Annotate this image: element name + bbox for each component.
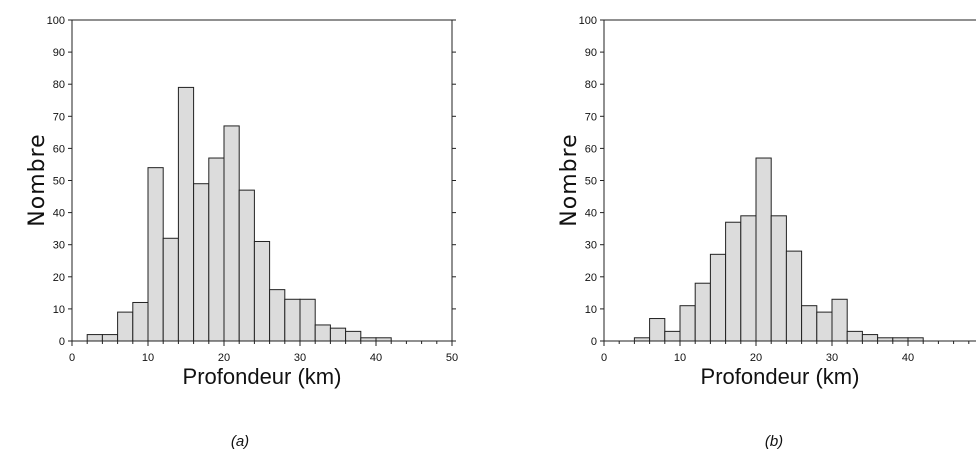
y-tick-label-b-7: 70	[585, 111, 597, 123]
y-tick-label-b-1: 10	[585, 304, 597, 316]
histogram-bar-a-16	[329, 327, 347, 342]
histogram-bar-b-15	[861, 334, 879, 342]
x-tick-label-a-1: 10	[142, 352, 154, 364]
x-tick-label-a-0: 0	[69, 352, 75, 364]
histogram-bar-b-8	[755, 157, 772, 342]
y-tick-label-a-4: 40	[53, 208, 65, 220]
histogram-bar-a-14	[299, 298, 316, 342]
histogram-bar-a-2	[117, 311, 134, 342]
caption-b: (b)	[765, 433, 783, 450]
y-tick-label-a-6: 60	[53, 143, 65, 155]
histogram-bar-b-9	[770, 215, 787, 342]
x-tick-label-b-1: 10	[674, 352, 686, 364]
y-axis-label-b: Nombre	[557, 133, 582, 226]
x-tick-label-a-2: 20	[218, 352, 230, 364]
histogram-panel-a: 0 10 20 30 40 50 60 70 80 90 100 0 10 20 30 40 50 Nombr…	[25, 15, 458, 450]
histogram-bar-b-12	[816, 311, 833, 342]
y-tick-label-b-6: 60	[585, 143, 597, 155]
y-tick-label-b-8: 80	[585, 79, 597, 91]
y-tick-label-b-4: 40	[585, 208, 597, 220]
histogram-bar-b-6	[725, 221, 742, 342]
histogram-bar-b-3	[679, 305, 696, 342]
histogram-bar-a-18	[360, 337, 377, 342]
histogram-bar-a-4	[147, 167, 164, 342]
histogram-bar-a-10	[238, 189, 255, 342]
histogram-bar-a-6	[177, 86, 195, 342]
histogram-bar-b-16	[877, 337, 894, 342]
x-tick-label-b-3: 30	[826, 352, 838, 364]
x-tick-label-a-5: 50	[446, 352, 458, 364]
y-tick-label-b-9: 90	[585, 47, 597, 59]
histogram-bar-b-7	[740, 215, 757, 342]
histogram-bar-a-15	[314, 324, 331, 342]
y-tick-label-b-3: 30	[585, 240, 597, 252]
histogram-bar-a-1	[101, 334, 119, 342]
y-tick-label-a-2: 20	[53, 272, 65, 284]
histogram-bar-b-0	[633, 337, 651, 342]
caption-a: (a)	[231, 433, 249, 450]
histogram-bar-b-5	[709, 253, 727, 342]
y-tick-label-a-7: 70	[53, 111, 65, 123]
y-tick-label-a-8: 80	[53, 79, 65, 91]
histogram-bar-b-1	[649, 318, 666, 342]
x-tick-label-b-2: 20	[750, 352, 762, 364]
y-axis-label-a: Nombre	[25, 133, 50, 226]
y-tick-label-a-9: 90	[53, 47, 65, 59]
y-tick-label-b-5: 50	[585, 176, 597, 188]
histogram-bar-a-11	[253, 240, 271, 342]
histogram-bar-a-5	[162, 237, 179, 342]
y-tick-label-b-0: 0	[591, 336, 597, 348]
y-tick-label-b-10: 100	[579, 15, 597, 27]
x-tick-label-b-4: 40	[902, 352, 914, 364]
y-tick-label-a-0: 0	[59, 336, 65, 348]
histogram-bar-a-3	[132, 301, 149, 342]
histogram-bar-a-13	[284, 298, 301, 342]
x-tick-label-a-4: 40	[370, 352, 382, 364]
histogram-bar-a-9	[223, 125, 240, 342]
histogram-bar-b-2	[664, 330, 681, 342]
histogram-bar-b-13	[831, 298, 848, 342]
x-axis-label-b: Profondeur (km)	[701, 364, 860, 389]
histogram-bar-b-10	[785, 250, 803, 342]
histogram-bar-a-19	[375, 337, 392, 342]
y-tick-label-a-3: 30	[53, 240, 65, 252]
histogram-bar-b-14	[846, 330, 863, 342]
x-axis-label-a: Profondeur (km)	[183, 364, 342, 389]
y-tick-label-a-1: 10	[53, 304, 65, 316]
y-tick-label-b-2: 20	[585, 272, 597, 284]
histogram-bar-a-12	[269, 289, 286, 342]
histogram-bar-b-11	[801, 305, 818, 342]
histogram-bar-b-17	[892, 337, 909, 342]
y-tick-label-a-10: 100	[47, 15, 65, 27]
histogram-bar-a-0	[86, 334, 103, 342]
x-tick-label-b-0: 0	[601, 352, 607, 364]
histogram-bar-a-7	[193, 183, 210, 342]
y-tick-label-a-5: 50	[53, 176, 65, 188]
histogram-bar-b-18	[907, 337, 924, 342]
histogram-bar-b-4	[694, 282, 711, 342]
x-tick-label-a-3: 30	[294, 352, 306, 364]
histogram-bar-a-17	[345, 330, 362, 342]
histogram-bar-a-8	[208, 157, 225, 342]
